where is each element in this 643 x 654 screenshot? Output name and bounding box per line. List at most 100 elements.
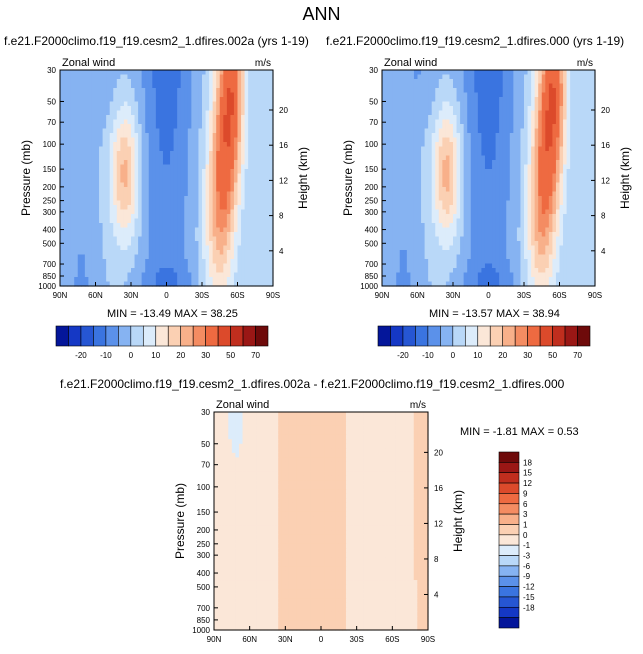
field-cell [194,268,200,274]
field-cell [265,277,271,283]
field-cell [449,88,454,94]
field-cell [495,128,500,134]
field-cell [570,182,575,188]
field-cell [145,196,150,202]
field-cell [460,133,465,139]
field-cell [162,272,168,278]
field-cell [219,74,224,80]
field-cell [591,106,596,112]
field-cell [209,254,214,260]
field-cell [413,92,419,98]
field-cell [209,259,214,265]
field-cell [262,88,267,94]
field-cell [67,277,72,283]
field-cell [265,227,271,233]
field-cell [99,124,104,130]
field-cell [577,74,582,80]
field-cell [198,79,203,85]
field-cell [63,173,68,179]
field-cell [406,79,411,85]
field-cell [138,250,143,256]
field-cell [269,214,274,220]
field-cell [173,277,178,283]
field-cell [212,79,217,85]
field-cell [389,205,394,211]
field-cell [555,119,561,125]
field-cell [467,101,472,107]
field-cell [77,155,82,161]
field-cell [159,88,164,94]
field-cell [166,218,171,224]
field-cell [177,272,182,278]
field-cell [194,146,200,152]
field-cell [230,178,235,184]
field-cell [262,79,267,85]
field-cell [520,164,525,170]
field-cell [134,263,139,269]
field-cell [460,146,465,152]
field-cell [403,142,408,148]
field-cell [580,101,585,107]
field-cell [417,128,422,134]
field-cell [187,124,192,130]
field-cell [251,101,256,107]
field-cell [70,277,75,283]
field-cell [445,151,451,157]
field-cell [499,218,504,224]
field-cell [255,281,260,287]
field-cell [251,281,256,287]
field-cell [180,151,185,157]
field-cell [399,88,404,94]
field-cell [60,263,65,269]
field-cell [237,101,242,107]
field-cell [70,227,75,233]
field-cell [63,263,68,269]
field-cell [113,106,118,112]
field-cell [241,128,246,134]
field-cell [580,151,585,157]
field-cell [413,110,419,116]
field-cell [109,187,114,193]
field-cell [84,196,89,202]
colorbar-swatch [93,325,107,347]
field-cell [70,214,75,220]
field-cell [77,232,82,238]
field-cell [209,196,214,202]
field-cell [262,128,267,134]
field-cell [166,115,171,121]
field-cell [106,236,111,242]
field-cell [474,164,479,170]
field-cell [548,164,553,170]
field-cell [74,146,79,152]
field-cell [123,137,129,143]
field-cell [95,164,100,170]
field-cell [241,191,246,197]
field-cell [116,70,121,76]
field-cell [570,160,575,166]
field-cell [74,70,79,76]
field-cell [148,151,153,157]
field-cell [399,110,404,116]
field-cell [159,272,164,278]
field-cell [155,88,160,94]
field-cell [138,169,143,175]
field-cell [470,106,475,112]
field-cell [198,182,203,188]
field-cell [233,70,239,76]
field-cell [244,218,249,224]
field-cell [202,272,207,278]
field-cell [577,146,582,152]
field-cell [563,119,568,125]
field-cell [456,88,461,94]
field-cell [241,142,246,148]
field-cell [191,268,196,274]
field-cell [138,241,143,247]
field-cell [155,83,160,89]
field-cell [191,142,196,148]
field-cell [166,232,171,238]
field-cell [134,232,139,238]
field-cell [159,187,164,193]
field-cell [520,196,525,202]
field-cell [545,209,550,215]
field-cell [131,272,136,278]
